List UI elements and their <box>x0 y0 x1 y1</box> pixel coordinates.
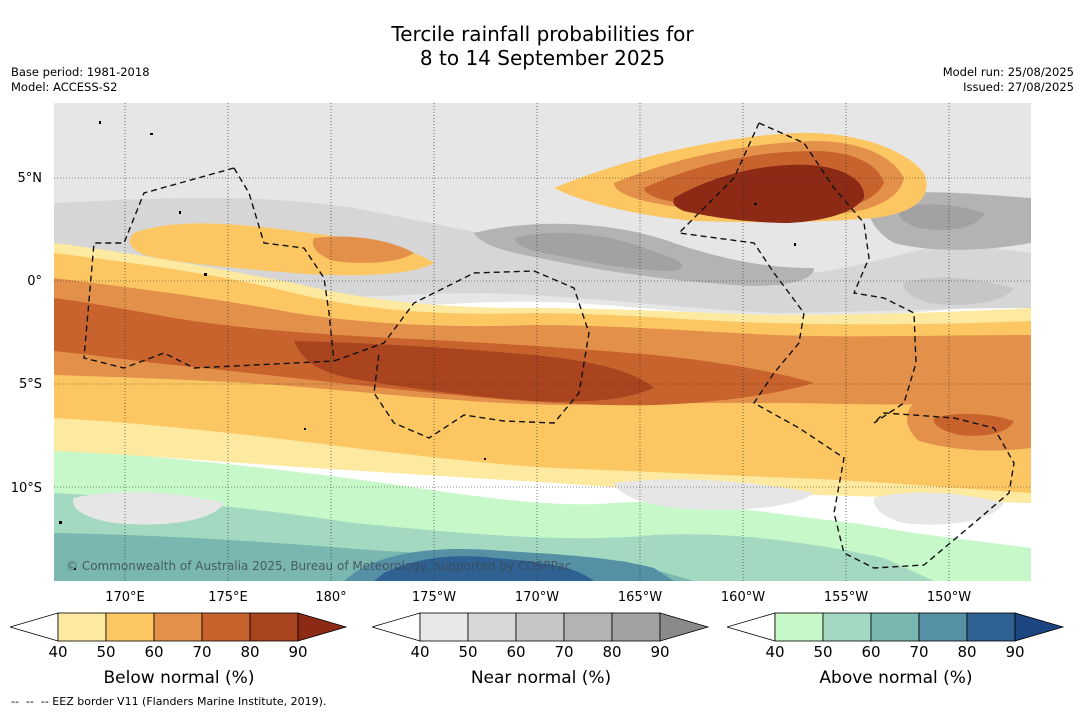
colorbar-tick-label: 50 <box>813 643 833 661</box>
colorbar-title-above-normal: Above normal (%) <box>819 668 973 688</box>
colorbar-segment <box>467 612 517 642</box>
lat-label-5s: 5°S <box>18 377 42 392</box>
issued-text: Issued: 27/08/2025 <box>963 80 1074 94</box>
colorbar-segment <box>563 612 613 642</box>
grid-lines <box>54 103 1031 581</box>
lon-label-180: 180° <box>315 590 347 605</box>
eez-footer-note: -- -- -- EEZ border V11 (Flanders Marine… <box>11 695 327 708</box>
lon-label-175w: 175°W <box>411 590 457 605</box>
colorbar-tick-label: 90 <box>650 643 670 661</box>
colorbar-extend-low <box>372 612 421 642</box>
colorbar-tick-label: 90 <box>288 643 308 661</box>
colorbar-title-near-normal: Near normal (%) <box>470 668 612 688</box>
colorbar-segment <box>870 612 920 642</box>
below-normal-band-level5 <box>294 341 654 402</box>
colorbar-tick-label: 50 <box>96 643 116 661</box>
colorbar-segment <box>201 612 251 642</box>
colorbar-segment <box>153 612 203 642</box>
colorbar-segment <box>966 612 1016 642</box>
copyright-notice: © Commonwealth of Australia 2025, Bureau… <box>66 559 572 573</box>
colorbar-segment <box>105 612 155 642</box>
colorbar-extend-high <box>1014 612 1065 642</box>
above-normal-south-peak <box>374 556 594 581</box>
below-normal-southeast-level4 <box>933 413 1014 436</box>
colorbar-extend-high <box>659 612 710 642</box>
model-run-text: Model run: 25/08/2025 <box>942 65 1074 79</box>
colorbar-tick-label: 70 <box>192 643 212 661</box>
colorbar-tick-label: 90 <box>1005 643 1025 661</box>
colorbar-segment <box>822 612 872 642</box>
lon-label-165w: 165°W <box>617 590 663 605</box>
lon-label-155w: 155°W <box>823 590 869 605</box>
lat-label-0: 0° <box>27 274 42 289</box>
colorbar-tick-label: 60 <box>144 643 164 661</box>
colorbar-title-below-normal: Below normal (%) <box>103 668 255 688</box>
eez-borders <box>83 122 1015 569</box>
near-normal-east-core <box>898 204 984 230</box>
colorbar-segment <box>611 612 661 642</box>
colorbar-extend-high <box>297 612 348 642</box>
title-line-2: 8 to 14 September 2025 <box>419 46 666 70</box>
colorbar-tick-label: 60 <box>861 643 881 661</box>
colorbar-segment <box>249 612 299 642</box>
colorbar-above-normal <box>727 612 1065 642</box>
model-text: Model: ACCESS-S2 <box>11 80 118 94</box>
near-normal-south-band <box>73 491 225 525</box>
colorbar-segment <box>515 612 565 642</box>
lon-label-150w: 150°W <box>926 590 972 605</box>
near-normal-central-core <box>514 232 683 271</box>
lat-label-5n: 5°N <box>17 171 43 186</box>
colorbar-tick-label: 60 <box>506 643 526 661</box>
colorbar-near-normal <box>372 612 710 642</box>
colorbar-below-normal <box>10 612 348 642</box>
base-period-text: Base period: 1981-2018 <box>11 65 150 79</box>
colorbar-tick-label: 70 <box>909 643 929 661</box>
colorbar-tick-label: 80 <box>957 643 977 661</box>
rainfall-probability-map <box>54 103 1031 581</box>
map-title: Tercile rainfall probabilities for 8 to … <box>0 22 1085 70</box>
title-line-1: Tercile rainfall probabilities for <box>391 22 694 46</box>
colorbar-tick-label: 40 <box>410 643 430 661</box>
lon-label-160w: 160°W <box>720 590 766 605</box>
colorbar-tick-label: 80 <box>602 643 622 661</box>
near-normal-east-2 <box>903 277 1014 305</box>
colorbar-extend-low <box>727 612 776 642</box>
lon-label-175e: 175°E <box>208 590 248 605</box>
colorbar-tick-label: 40 <box>48 643 68 661</box>
near-normal-south-band-3 <box>873 492 1004 525</box>
below-normal-north-core <box>673 164 865 223</box>
colorbar-extend-low <box>10 612 59 642</box>
lon-label-170e: 170°E <box>105 590 145 605</box>
meta-right: Model run: 25/08/2025 Issued: 27/08/2025 <box>943 65 1074 95</box>
colorbar-segment <box>918 612 968 642</box>
meta-left: Base period: 1981-2018 Model: ACCESS-S2 <box>11 65 150 95</box>
colorbar-tick-label: 40 <box>765 643 785 661</box>
colorbar-tick-label: 50 <box>458 643 478 661</box>
lon-label-170w: 170°W <box>514 590 560 605</box>
below-normal-northwest-level3 <box>312 236 414 263</box>
island-markers <box>59 121 796 570</box>
colorbar-segment <box>419 612 469 642</box>
colorbar-tick-label: 70 <box>554 643 574 661</box>
colorbar-tick-label: 80 <box>240 643 260 661</box>
colorbar-segment <box>57 612 107 642</box>
colorbar-segment <box>774 612 824 642</box>
lat-label-10s: 10°S <box>10 481 42 496</box>
